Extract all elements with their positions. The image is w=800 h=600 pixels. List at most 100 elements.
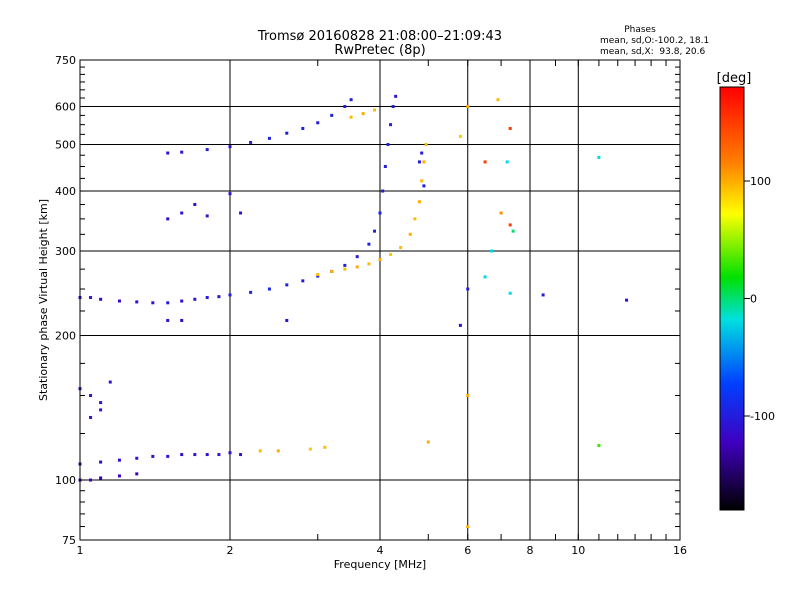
- y-ticks: 75 100 200 300 400 500 600 750: [55, 54, 680, 547]
- data-point: [151, 301, 155, 305]
- data-point: [135, 472, 139, 476]
- data-point: [276, 449, 280, 453]
- x-tick-label: 6: [464, 544, 471, 557]
- data-point: [89, 296, 93, 300]
- data-point: [597, 444, 601, 448]
- data-point: [228, 293, 232, 297]
- data-point: [301, 279, 305, 283]
- data-point: [511, 229, 515, 233]
- y-tick-label: 300: [55, 245, 76, 258]
- data-point: [349, 98, 353, 102]
- data-point: [89, 394, 93, 398]
- data-point: [343, 267, 347, 271]
- data-point: [117, 299, 121, 303]
- colorbar-tick-label: 100: [750, 175, 771, 188]
- colorbar-tick-label: 0: [750, 293, 757, 306]
- y-tick-label: 600: [55, 101, 76, 114]
- data-point: [373, 229, 377, 233]
- data-point: [249, 290, 253, 294]
- data-point: [180, 299, 184, 303]
- data-point: [89, 415, 93, 419]
- data-point: [496, 98, 500, 102]
- data-point: [389, 253, 393, 257]
- data-point: [422, 184, 426, 188]
- data-point: [466, 105, 470, 109]
- data-point: [166, 454, 170, 458]
- y-tick-label: 500: [55, 139, 76, 152]
- data-points: [78, 94, 629, 529]
- phase-stats-x: mean, sd,X: 93.8, 20.6: [600, 47, 706, 57]
- data-point: [417, 160, 421, 164]
- data-point: [330, 269, 334, 273]
- data-point: [99, 460, 103, 464]
- data-point: [205, 214, 209, 218]
- data-point: [89, 478, 93, 482]
- data-point: [367, 262, 371, 266]
- data-point: [99, 401, 103, 405]
- data-point: [99, 408, 103, 412]
- phase-stats-o: mean, sd,O:-100.2, 18.1: [600, 36, 709, 46]
- data-point: [466, 287, 470, 291]
- data-point: [355, 255, 359, 259]
- data-point: [285, 283, 289, 287]
- y-tick-label: 200: [55, 330, 76, 343]
- colorbar-tick-label: -100: [750, 410, 775, 423]
- data-point: [597, 155, 601, 159]
- data-point: [505, 160, 509, 164]
- data-point: [323, 445, 327, 449]
- data-point: [316, 121, 320, 125]
- data-point: [420, 151, 424, 155]
- data-point: [267, 136, 271, 140]
- data-point: [166, 301, 170, 305]
- data-point: [417, 200, 421, 204]
- data-point: [316, 274, 320, 278]
- data-point: [483, 160, 487, 164]
- data-point: [508, 291, 512, 295]
- data-point: [399, 246, 403, 250]
- data-point: [541, 293, 545, 297]
- data-point: [625, 298, 629, 302]
- data-point: [228, 192, 232, 196]
- data-point: [135, 456, 139, 460]
- data-point: [151, 454, 155, 458]
- data-point: [420, 179, 424, 183]
- data-point: [285, 131, 289, 135]
- data-point: [117, 458, 121, 462]
- data-point: [378, 211, 382, 215]
- data-point: [108, 380, 112, 384]
- data-point: [316, 273, 320, 277]
- data-point: [205, 148, 209, 152]
- data-point: [180, 318, 184, 322]
- data-point: [180, 150, 184, 154]
- data-point: [267, 287, 271, 291]
- data-point: [424, 143, 428, 147]
- data-point: [239, 211, 243, 215]
- data-point: [367, 242, 371, 246]
- grid-lines: [80, 60, 680, 540]
- data-point: [117, 474, 121, 478]
- data-point: [343, 263, 347, 267]
- data-point: [426, 440, 430, 444]
- data-point: [308, 447, 312, 451]
- data-point: [458, 134, 462, 138]
- data-point: [413, 217, 417, 221]
- data-point: [408, 232, 412, 236]
- data-point: [508, 223, 512, 227]
- data-point: [180, 453, 184, 457]
- x-tick-label: 16: [673, 544, 687, 557]
- data-point: [499, 211, 503, 215]
- colorbar-label: [deg]: [717, 71, 752, 86]
- data-point: [483, 275, 487, 279]
- y-tick-label: 100: [55, 474, 76, 487]
- data-point: [386, 143, 390, 147]
- y-tick-label: 400: [55, 185, 76, 198]
- y-tick-label: 750: [55, 54, 76, 67]
- x-tick-label: 1: [77, 544, 84, 557]
- data-point: [349, 115, 353, 119]
- data-point: [166, 318, 170, 322]
- data-point: [389, 123, 393, 127]
- chart-title: Tromsø 20160828 21:08:00–21:09:43: [257, 29, 502, 44]
- data-point: [373, 108, 377, 112]
- data-point: [355, 265, 359, 269]
